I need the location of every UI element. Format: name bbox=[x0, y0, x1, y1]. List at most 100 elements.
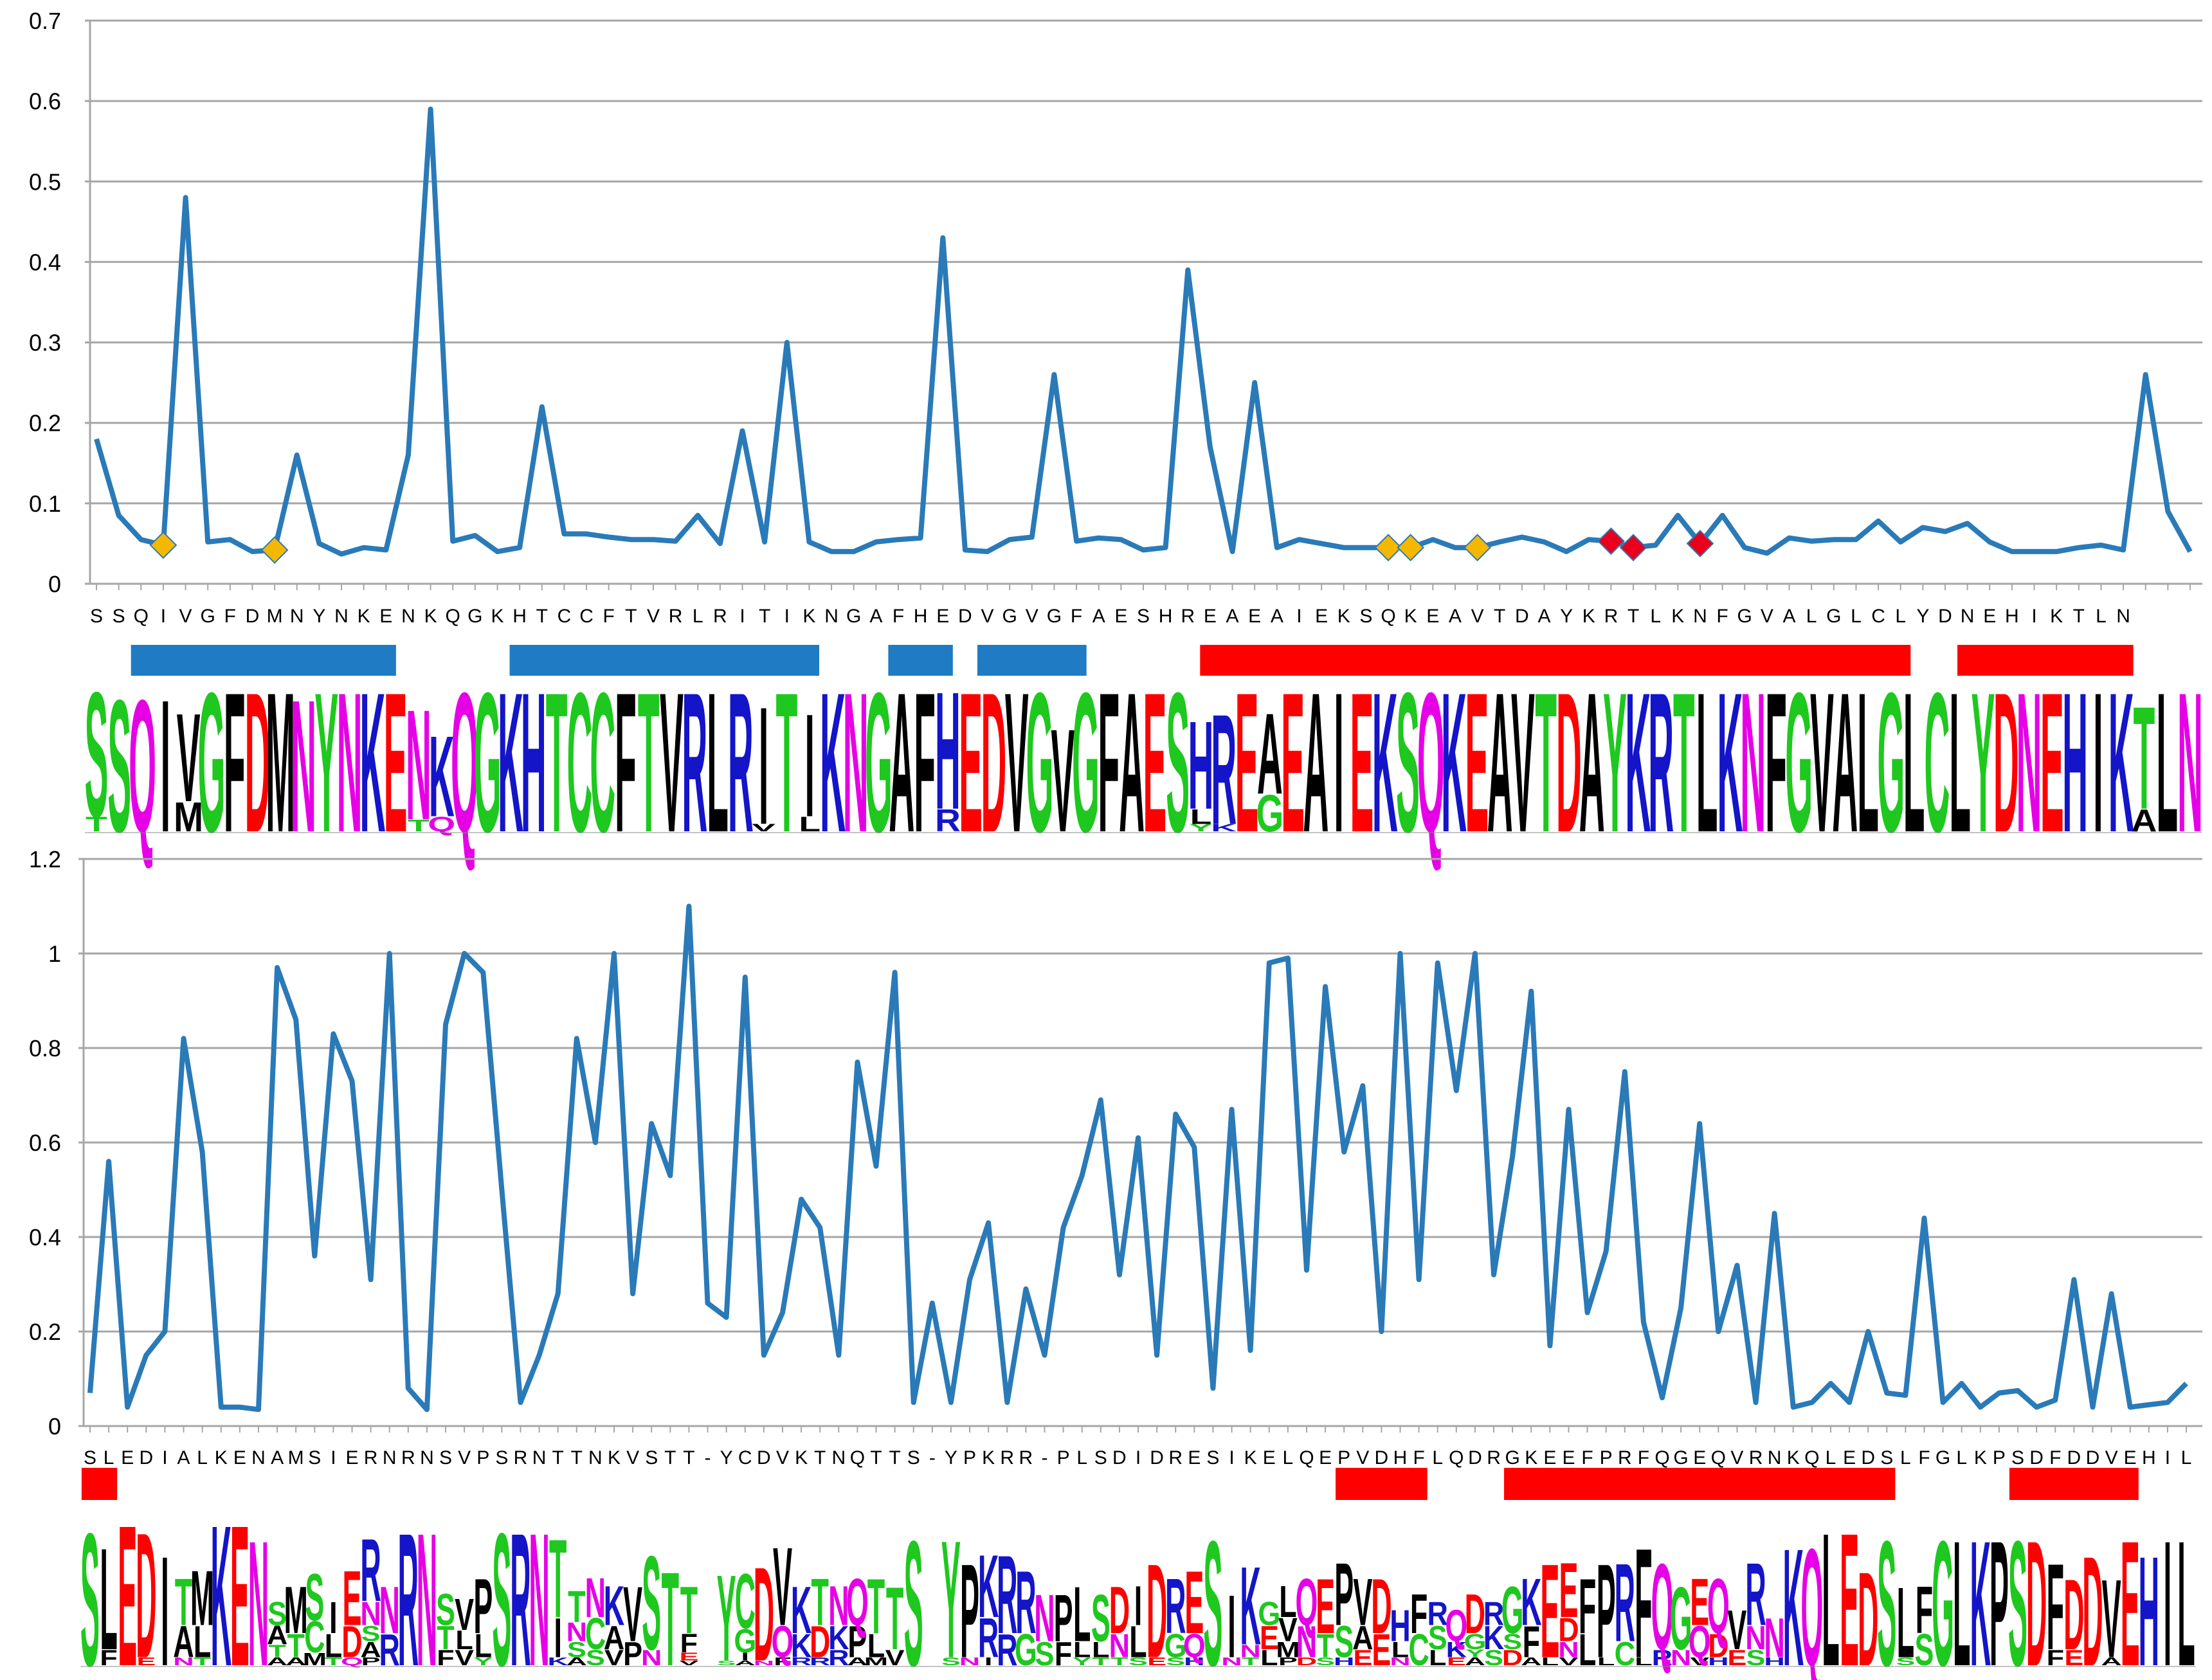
x-tick-label: D bbox=[2086, 1447, 2100, 1468]
logo-letter: I bbox=[2164, 1504, 2171, 1680]
logo-letter: T bbox=[408, 817, 430, 835]
logo-letter: S bbox=[904, 1504, 923, 1680]
logo-letter: K bbox=[1372, 651, 1398, 874]
logo-letter: Q bbox=[428, 813, 455, 836]
x-tick-label: D bbox=[1112, 1447, 1127, 1468]
logo-letter: S bbox=[1203, 1504, 1222, 1680]
logo-letter: A bbox=[735, 1659, 756, 1666]
x-tick-label: L bbox=[693, 606, 703, 627]
logo-letter: L bbox=[1073, 1637, 1091, 1662]
x-tick-label: T bbox=[889, 1447, 900, 1468]
logo-letter: Y bbox=[314, 651, 338, 874]
logo-letter: L bbox=[707, 651, 729, 874]
structure-bar bbox=[1957, 645, 2134, 676]
logo-letter: R bbox=[997, 1625, 1017, 1675]
x-tick-label: E bbox=[1248, 606, 1261, 627]
logo-letter: E bbox=[679, 1650, 698, 1663]
logo-letter: N bbox=[1221, 1656, 1242, 1668]
data-marker bbox=[1619, 534, 1647, 562]
x-tick-label: S bbox=[439, 1447, 452, 1468]
logo-letter: Y bbox=[1603, 651, 1627, 874]
logo-letter: D bbox=[2063, 1559, 2084, 1671]
logo-letter: N bbox=[1671, 1645, 1691, 1670]
logo-letter: G bbox=[1670, 1569, 1692, 1668]
x-tick-label: S bbox=[113, 606, 125, 627]
logo-letter: T bbox=[1535, 651, 1557, 874]
logo-letter: K bbox=[828, 1620, 849, 1657]
data-marker bbox=[1374, 534, 1402, 562]
x-tick-label: - bbox=[1041, 1447, 1047, 1468]
logo-letter: D bbox=[1993, 651, 2019, 874]
logo-letter: H bbox=[935, 656, 961, 844]
x-tick-label: A bbox=[869, 606, 882, 627]
top-panel: 00.10.20.30.40.50.60.7S S Q I V G F D M N Y N K E N K Q G… bbox=[29, 8, 2203, 874]
x-tick-label: A bbox=[1271, 606, 1283, 627]
x-tick-label: K bbox=[1337, 606, 1350, 627]
logo-letter: R bbox=[682, 651, 707, 874]
x-tick-label: K bbox=[802, 606, 815, 627]
logo-letter: Q bbox=[1417, 651, 1445, 874]
logo-letter: S bbox=[1396, 651, 1420, 874]
x-tick-label: E bbox=[1204, 606, 1217, 627]
x-tick-label: F bbox=[1918, 1447, 1930, 1468]
logo-letter: G bbox=[1026, 651, 1054, 874]
logo-letter: K bbox=[547, 1656, 568, 1668]
logo-letter: K bbox=[1970, 1504, 1991, 1680]
logo-letter: E bbox=[1235, 651, 1259, 874]
logo-letter: L bbox=[1129, 1618, 1147, 1667]
structure-bar bbox=[977, 645, 1087, 676]
y-tick-label: 0.1 bbox=[29, 491, 61, 517]
x-tick-label: R bbox=[669, 606, 683, 627]
x-tick-label: G bbox=[467, 606, 482, 627]
logo-letter: A bbox=[604, 1620, 624, 1657]
x-tick-label: G bbox=[1826, 606, 1841, 627]
logo-letter: F bbox=[680, 1629, 698, 1658]
x-tick-label: I bbox=[331, 1447, 336, 1468]
x-tick-label: G bbox=[1002, 606, 1017, 627]
logo-letter: T bbox=[680, 1572, 698, 1647]
x-tick-label: - bbox=[705, 1447, 711, 1468]
logo-letter: S bbox=[1746, 1645, 1766, 1670]
x-tick-label: T bbox=[571, 1447, 583, 1468]
logo-letter: A bbox=[1119, 651, 1145, 874]
x-tick-label: E bbox=[1319, 1447, 1332, 1468]
logo-letter: S bbox=[492, 1494, 511, 1680]
logo-letter: N bbox=[754, 1659, 774, 1666]
logo-letter: Q bbox=[451, 651, 478, 874]
logo-letter: P bbox=[1278, 1656, 1298, 1668]
x-tick-label: D bbox=[246, 606, 260, 627]
x-tick-label: Q bbox=[1449, 1447, 1464, 1468]
logo-letter: L bbox=[325, 1627, 342, 1665]
logo-letter: N bbox=[360, 1595, 381, 1632]
logo-letter: I bbox=[2093, 651, 2103, 874]
x-tick-label: D bbox=[1375, 1447, 1389, 1468]
x-tick-label: R bbox=[1000, 1447, 1014, 1468]
x-tick-label: A bbox=[177, 1447, 190, 1468]
logo-letter: N bbox=[337, 651, 363, 874]
logo-letter: K bbox=[498, 651, 523, 874]
x-tick-label: K bbox=[1671, 606, 1684, 627]
x-tick-label: R bbox=[713, 606, 727, 627]
logo-letter: K bbox=[1240, 1543, 1260, 1668]
logo-letter: K bbox=[1625, 651, 1651, 874]
y-tick-label: 0.2 bbox=[29, 1319, 61, 1345]
logo-letter: P bbox=[361, 1656, 381, 1668]
logo-letter: I bbox=[554, 1606, 561, 1669]
logo-letter: F bbox=[774, 1656, 791, 1668]
x-tick-label: G bbox=[846, 606, 861, 627]
x-tick-label: T bbox=[552, 1447, 564, 1468]
logo-letter: E bbox=[1540, 1536, 1559, 1680]
logo-letter: Y bbox=[1972, 651, 1995, 874]
logo-letter: S bbox=[1166, 1656, 1185, 1668]
x-tick-label: L bbox=[1806, 606, 1817, 627]
x-tick-label: E bbox=[1263, 1447, 1276, 1468]
x-tick-label: C bbox=[738, 1447, 752, 1468]
x-tick-label: G bbox=[1047, 606, 1062, 627]
logo-letter: A bbox=[1465, 1656, 1485, 1668]
x-tick-label: V bbox=[2105, 1447, 2118, 1468]
x-tick-label: L bbox=[1432, 1447, 1443, 1468]
x-tick-label: F bbox=[2049, 1447, 2061, 1468]
x-tick-label: D bbox=[139, 1447, 153, 1468]
logo-letter: H bbox=[1334, 1656, 1354, 1668]
